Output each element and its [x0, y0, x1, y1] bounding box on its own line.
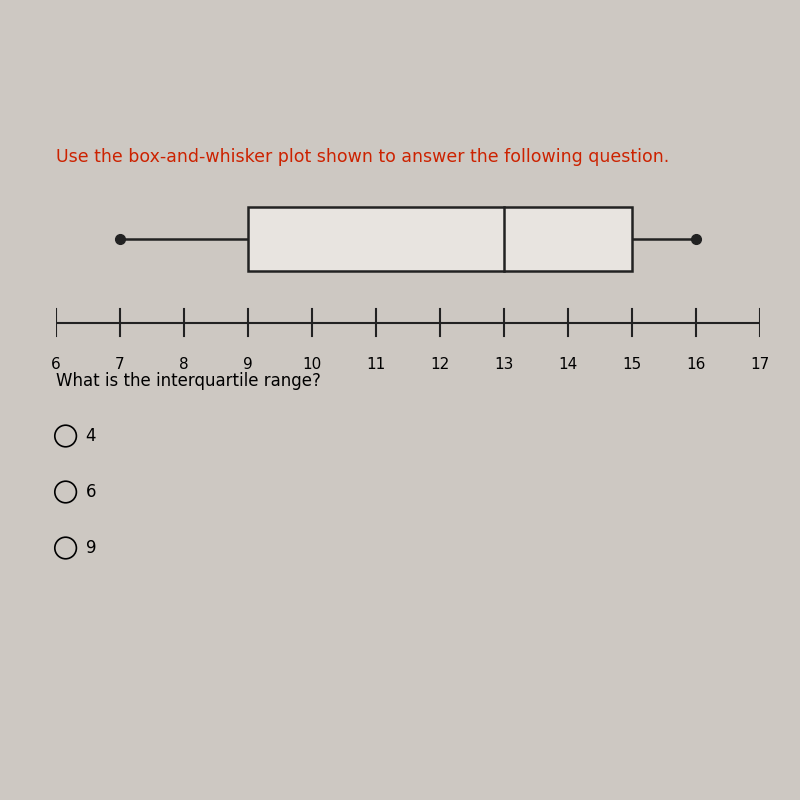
Text: 6: 6: [86, 483, 96, 501]
Text: Use the box-and-whisker plot shown to answer the following question.: Use the box-and-whisker plot shown to an…: [56, 148, 670, 166]
Bar: [248, 207, 632, 270]
Text: 4: 4: [86, 427, 96, 445]
Text: What is the interquartile range?: What is the interquartile range?: [56, 372, 321, 390]
Text: 9: 9: [86, 539, 96, 557]
